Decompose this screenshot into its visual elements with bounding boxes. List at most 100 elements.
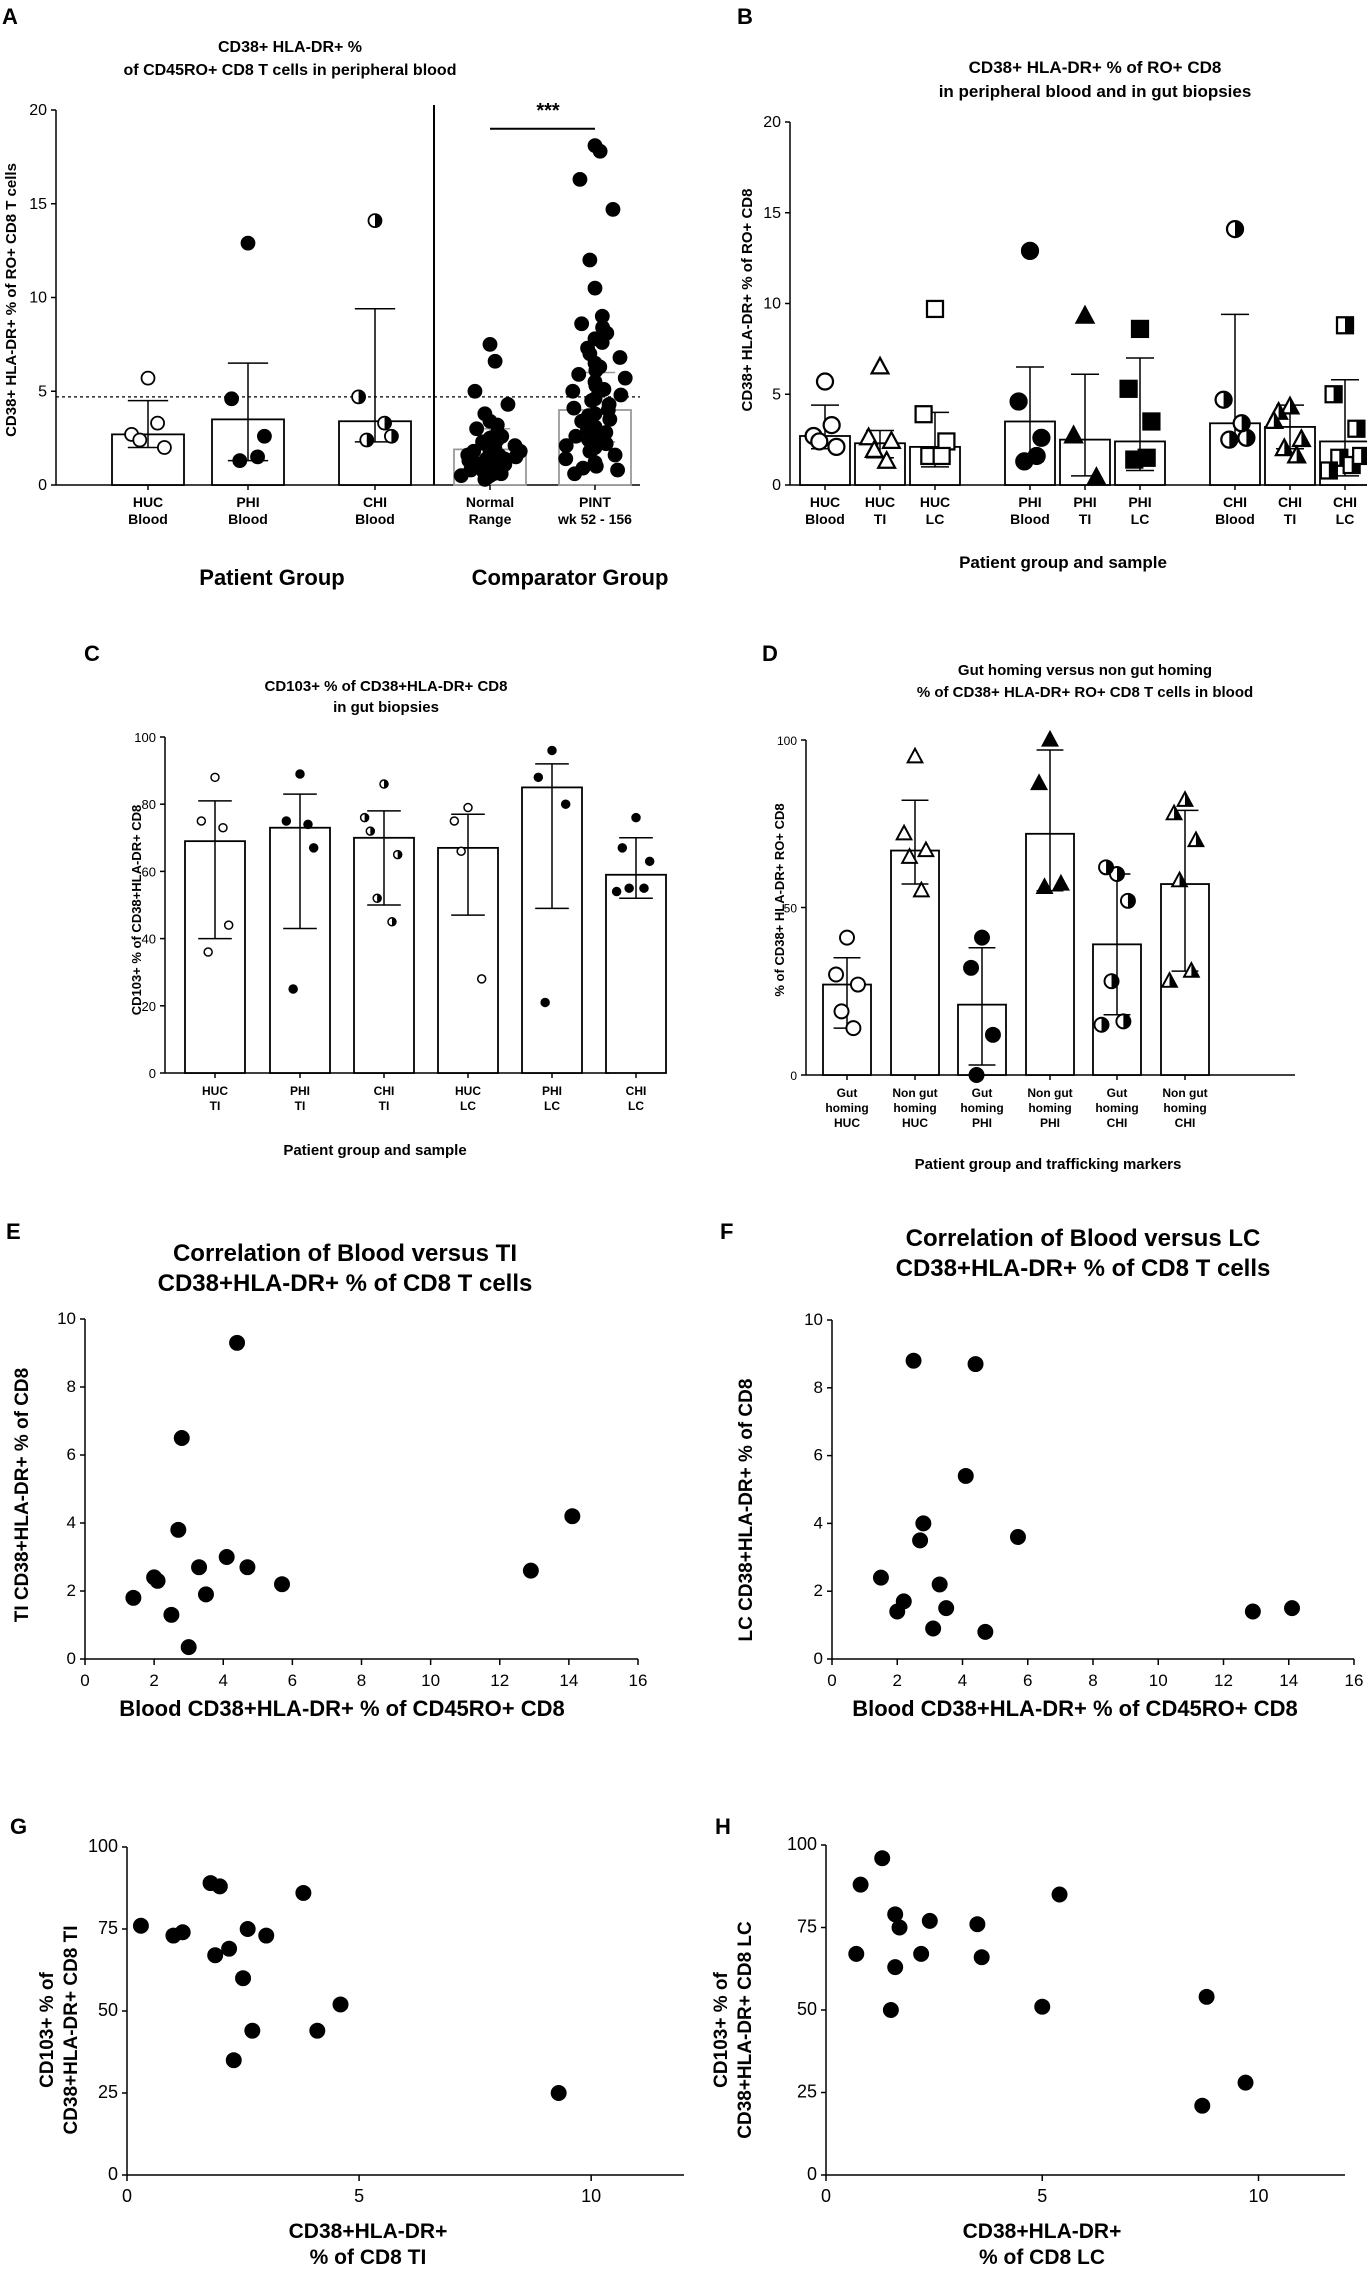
panel-b-xtick-label-0-1: Blood: [805, 511, 845, 527]
panel-h-y-axis-label-line-1: CD103+ % of: [711, 1972, 732, 2088]
panel-d-ytick-label-1: 50: [784, 902, 798, 916]
panel-d-point-5-3-fill: [1179, 872, 1187, 887]
panel-b-point-0-3-shape: [810, 432, 829, 451]
panel-a-point-1-4-shape: [250, 449, 265, 465]
panel-e-xtick-label-2: 4: [219, 1671, 228, 1690]
panel-h-point-6: [887, 1906, 904, 1923]
panel-h-ytick-label-0: 0: [807, 2164, 817, 2184]
panel-c-point-4-3: [540, 997, 550, 1008]
panel-b-point-5-1: [1119, 379, 1138, 398]
panel-c-title-line-1: CD103+ % of CD38+HLA-DR+ CD8: [265, 678, 508, 695]
panel-b-point-1-4-shape: [876, 449, 897, 469]
panel-a-comparator-group-label: Comparator Group: [472, 565, 669, 590]
panel-a-point-2-1-fill: [358, 390, 366, 404]
panel-d-point-2-2-shape: [984, 1026, 1001, 1043]
panel-g-point-0-shape: [132, 1917, 149, 1934]
panel-d-point-5-2-fill: [1195, 832, 1204, 847]
panel-e-point-10: [229, 1334, 246, 1351]
panel-d-point-5-5-fill: [1169, 973, 1177, 987]
panel-a-point-4-49-shape: [558, 451, 574, 467]
panel-f-point-14: [1284, 1600, 1300, 1617]
panel-g-ytick-label-2: 50: [98, 2000, 118, 2020]
panel-g-point-7: [225, 2052, 242, 2069]
panel-b-point-5-1-shape: [1119, 379, 1138, 398]
panel-a-point-0-4: [150, 415, 165, 431]
panel-b-point-4-1-shape: [1063, 424, 1084, 444]
panel-b-point-3-2: [1032, 428, 1051, 447]
panel-f-point-12-shape: [1009, 1528, 1026, 1545]
panel-d-point-5-2: [1186, 830, 1205, 848]
panel-e-point-5-shape: [173, 1430, 190, 1446]
panel-c-point-1-3: [288, 984, 298, 994]
panel-letter-d: D: [762, 641, 778, 666]
panel-c-point-3-2: [476, 974, 487, 984]
panel-d-xtick-label-3-2: PHI: [1040, 1116, 1060, 1130]
panel-h-point-2: [874, 1850, 891, 1867]
panel-g-point-13: [309, 2022, 326, 2039]
panel-a-point-2-2-fill: [391, 429, 398, 443]
panel-h-y-axis-label-line-2: CD38+HLA-DR+ CD8 LC: [735, 1921, 756, 2139]
panel-d-xtick-label-0-2: HUC: [834, 1116, 860, 1130]
panel-a-point-0-2: [157, 440, 172, 455]
panel-d-point-1-2-shape: [916, 840, 935, 858]
panel-c-ytick-label-1: 20: [142, 999, 156, 1014]
panel-b-point-2-1-shape: [914, 405, 933, 424]
panel-d-point-3-3: [1035, 877, 1054, 894]
panel-b-point-3-1: [1009, 392, 1028, 411]
panel-b-point-3-4: [1027, 446, 1046, 466]
panel-c-point-5-4-shape: [639, 883, 649, 893]
panel-g-point-0: [132, 1917, 149, 1934]
panel-a-point-4-23-shape: [565, 383, 581, 399]
panel-c-point-2-4: [387, 917, 397, 927]
panel-b-ytick-label-1: 5: [772, 386, 781, 403]
panel-h-point-4-shape: [887, 1959, 904, 1976]
panel-d-point-5-5: [1160, 971, 1179, 988]
panel-d-point-2-1: [963, 959, 980, 976]
panel-c-point-2-4-fill: [391, 917, 396, 926]
panel-f-ytick-label-1: 2: [814, 1581, 823, 1600]
panel-h-point-14: [1198, 1988, 1215, 2005]
panel-b-point-5-2: [1142, 412, 1161, 431]
panel-e-y-axis-label: TI CD38+HLA-DR+ % of CD8: [12, 1368, 33, 1622]
panel-b-point-6-3: [1220, 430, 1239, 449]
panel-b-point-1-1-shape: [858, 426, 879, 446]
panel-c-point-2-1-fill: [370, 827, 375, 836]
panel-d-point-2-3-shape: [968, 1067, 985, 1083]
panel-f-point-6-shape: [925, 1620, 942, 1637]
panel-d-xtick-label-5-2: CHI: [1175, 1116, 1196, 1130]
panel-c-y-axis-label: CD103+ % of CD38+HLA-DR+ CD8: [129, 805, 144, 1016]
panel-d-point-2-1-shape: [963, 959, 980, 976]
panel-h-point-15: [1237, 2074, 1254, 2091]
panel-a-point-2-0: [367, 213, 383, 229]
panel-b-point-6-1-fill: [1223, 391, 1232, 408]
panel-b-point-2-4: [932, 446, 951, 466]
panel-b-point-0-2: [827, 437, 846, 457]
panel-c-point-1-1: [281, 816, 292, 826]
panel-b-point-0-0: [815, 372, 835, 391]
panel-b-point-0-3: [810, 432, 829, 451]
panel-c-point-1-4-shape: [303, 819, 313, 830]
panel-g-point-12-shape: [295, 1884, 312, 1901]
panel-g-ytick-label-1: 25: [98, 2082, 118, 2102]
panel-c-point-5-1-shape: [617, 843, 628, 853]
panel-g-point-11: [258, 1927, 275, 1944]
panel-a-title-line-1: CD38+ HLA-DR+ %: [218, 39, 362, 56]
panel-f-point-13-shape: [1244, 1603, 1261, 1620]
panel-g-ytick-label-0: 0: [108, 2164, 118, 2184]
panel-f-title-line-1: Correlation of Blood versus LC: [906, 1225, 1261, 1252]
panel-f-point-3-shape: [905, 1352, 922, 1369]
panel-f-point-0: [872, 1569, 889, 1586]
panel-f-point-4-shape: [912, 1532, 929, 1549]
panel-c-bar-5: [605, 873, 667, 1074]
panel-d-point-5-4-fill: [1191, 963, 1199, 977]
panel-b-title-line-2: in peripheral blood and in gut biopsies: [939, 82, 1252, 101]
panel-c-point-4-1: [533, 772, 544, 783]
panel-a-xtick-label-2-1: Blood: [355, 511, 395, 527]
panel-h-ytick-label-3: 75: [797, 1917, 817, 1937]
panel-f-point-12: [1009, 1528, 1026, 1545]
panel-d-xtick-label-1-2: HUC: [902, 1116, 928, 1130]
panel-e-xtick-label-8: 16: [629, 1671, 648, 1690]
panel-c-point-5-0-shape: [631, 812, 641, 823]
panel-d-point-3-1: [1030, 773, 1049, 791]
panel-f-point-3: [905, 1352, 922, 1369]
